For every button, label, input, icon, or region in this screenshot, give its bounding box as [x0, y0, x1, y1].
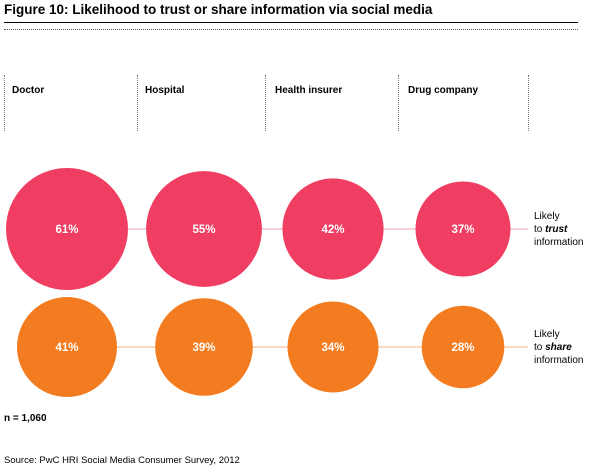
bubble: [146, 171, 262, 287]
bubble: [415, 181, 511, 277]
bubble: [155, 298, 253, 396]
bubble-value-label: 34%: [321, 342, 344, 354]
bubble: [6, 168, 128, 290]
row-label-share: Likely to share information: [534, 329, 584, 366]
title-rule: [4, 22, 578, 23]
sample-size-note: n = 1,060: [4, 413, 47, 424]
bubble-value-label: 41%: [55, 342, 78, 354]
column-separator: [265, 75, 266, 131]
figure-title: Figure 10: Likelihood to trust or share …: [4, 2, 433, 17]
bubble: [282, 178, 384, 280]
column-header-drug-company: Drug company: [408, 85, 479, 96]
title-dotted-rule: [4, 29, 578, 30]
bubble-value-label: 55%: [192, 224, 215, 236]
bubble: [17, 297, 117, 397]
row-label-trust: Likely to trust information: [534, 211, 584, 248]
bubble-value-label: 42%: [321, 224, 344, 236]
bubble-value-label: 37%: [451, 224, 474, 236]
column-separator: [4, 75, 5, 131]
bubble: [421, 305, 505, 389]
column-header-hospital: Hospital: [145, 85, 185, 96]
bubble-value-label: 39%: [192, 342, 215, 354]
bubble: [287, 301, 379, 393]
bubble-value-label: 28%: [451, 342, 474, 354]
bubble-value-label: 61%: [55, 224, 78, 236]
source-note: Source: PwC HRI Social Media Consumer Su…: [4, 455, 240, 466]
column-separator: [398, 75, 399, 131]
column-header-health-insurer: Health insurer: [275, 85, 343, 96]
column-separator: [137, 75, 138, 131]
column-separator: [528, 75, 529, 131]
column-header-doctor: Doctor: [12, 85, 45, 96]
